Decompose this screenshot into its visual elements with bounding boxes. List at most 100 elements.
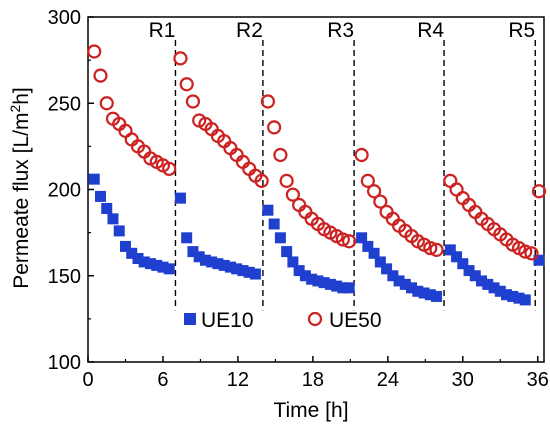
data-point-ue10 [488, 282, 500, 294]
data-point-ue10 [218, 259, 230, 271]
plot-frame [87, 16, 545, 363]
x-tick-label: 24 [377, 369, 399, 391]
data-point-ue10 [274, 232, 286, 244]
x-tick-label: 36 [527, 369, 549, 391]
data-point-ue10 [451, 251, 463, 263]
data-point-ue10 [174, 192, 186, 204]
data-point-ue50 [173, 51, 188, 66]
data-point-ue10 [469, 270, 481, 282]
data-point-ue10 [237, 265, 249, 277]
data-point-ue10 [138, 256, 150, 268]
data-point-ue10 [368, 247, 380, 259]
data-point-ue10 [94, 190, 106, 202]
data-point-ue10 [306, 273, 318, 285]
data-point-ue10 [463, 265, 475, 277]
x-tick-label: 12 [227, 369, 249, 391]
legend-label-ue50: UE50 [329, 309, 382, 332]
run-markers: R1 R2 R3 R4 R5 [149, 19, 536, 311]
y-tick-label: 200 [48, 180, 81, 202]
data-point-ue50 [423, 241, 438, 256]
data-point-ue50 [285, 187, 300, 202]
data-point-ue10 [262, 204, 274, 216]
data-point-ue10 [494, 285, 506, 297]
data-point-ue10 [206, 256, 218, 268]
data-point-ue10 [101, 202, 113, 214]
data-point-ue10 [356, 232, 368, 244]
data-point-ue10 [88, 173, 100, 185]
data-point-ue10 [424, 289, 436, 301]
run-label: R2 [236, 19, 263, 42]
data-point-ue10 [374, 256, 386, 268]
data-point-ue50 [267, 120, 282, 135]
run-label: R3 [327, 19, 354, 42]
series-ue50 [87, 44, 547, 261]
data-point-ue10 [287, 256, 299, 268]
data-point-ue10 [418, 287, 430, 299]
legend-marker-ue50 [307, 311, 323, 327]
data-point-ue10 [444, 244, 456, 256]
data-point-ue10 [157, 261, 169, 273]
data-point-ue50 [335, 232, 350, 247]
data-point-ue50 [449, 182, 464, 197]
run-label: R4 [417, 19, 444, 42]
data-point-ue10 [482, 278, 494, 290]
x-axis-title: Time [h] [273, 399, 348, 422]
run-label: R1 [149, 19, 176, 42]
data-point-ue10 [501, 289, 513, 301]
data-point-ue10 [144, 258, 156, 270]
data-point-ue10 [281, 246, 293, 258]
axes: 0 6 12 18 24 30 36 100 150 200 250 300 [48, 7, 549, 391]
data-point-ue10 [457, 258, 469, 270]
data-point-ue10 [132, 253, 144, 264]
data-point-ue50 [443, 173, 458, 188]
data-point-ue50 [524, 246, 539, 261]
data-point-ue10 [113, 225, 125, 237]
data-point-ue10 [293, 265, 305, 277]
data-point-ue10 [318, 277, 330, 289]
data-point-ue10 [513, 292, 525, 304]
data-point-ue10 [362, 240, 374, 252]
data-point-ue50 [162, 161, 177, 176]
data-point-ue10 [193, 251, 205, 263]
y-tick-label: 100 [48, 352, 81, 374]
data-point-ue10 [476, 275, 488, 287]
data-point-ue10 [324, 278, 336, 290]
data-point-ue50 [342, 234, 357, 249]
data-point-ue50 [429, 242, 444, 257]
data-point-ue10 [412, 285, 424, 297]
data-point-ue50 [354, 147, 369, 163]
x-tick-label: 6 [157, 369, 168, 391]
y-tick-label: 150 [48, 266, 81, 288]
legend-label-ue10: UE10 [201, 309, 254, 332]
data-point-ue50 [273, 147, 288, 163]
y-axis-title: Permeate flux [L/m2h] [7, 87, 33, 289]
data-point-ue10 [249, 268, 261, 280]
series-ue10 [88, 173, 545, 306]
data-point-ue50 [531, 184, 547, 199]
x-tick-label: 18 [302, 369, 324, 391]
data-point-ue10 [243, 266, 255, 278]
data-point-ue10 [212, 258, 224, 270]
plot-area [87, 16, 545, 363]
data-point-ue50 [93, 68, 108, 83]
data-point-ue10 [199, 254, 211, 266]
data-point-ue10 [431, 290, 443, 302]
data-point-ue10 [299, 270, 311, 282]
data-point-ue50 [99, 96, 114, 111]
data-point-ue10 [151, 259, 163, 271]
data-point-ue50 [185, 94, 201, 109]
data-point-ue10 [331, 280, 343, 292]
data-point-ue10 [519, 294, 531, 306]
data-point-ue50 [87, 44, 102, 59]
run-label: R5 [508, 19, 535, 42]
data-point-ue50 [254, 173, 269, 188]
data-point-ue10 [107, 213, 119, 225]
data-point-ue10 [126, 247, 138, 259]
data-point-ue50 [518, 244, 533, 259]
data-point-ue50 [366, 184, 382, 199]
data-point-ue10 [224, 261, 236, 273]
y-tick-label: 300 [48, 7, 81, 29]
data-point-ue10 [406, 282, 418, 294]
legend: UE10 UE50 [184, 309, 382, 332]
data-point-ue10 [381, 263, 393, 275]
